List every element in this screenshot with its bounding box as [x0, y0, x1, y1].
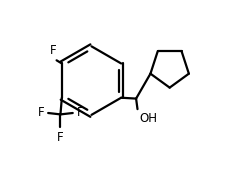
Text: F: F [57, 131, 64, 144]
Text: F: F [37, 107, 44, 119]
Text: F: F [50, 44, 56, 57]
Text: F: F [77, 107, 83, 119]
Text: OH: OH [139, 112, 157, 125]
